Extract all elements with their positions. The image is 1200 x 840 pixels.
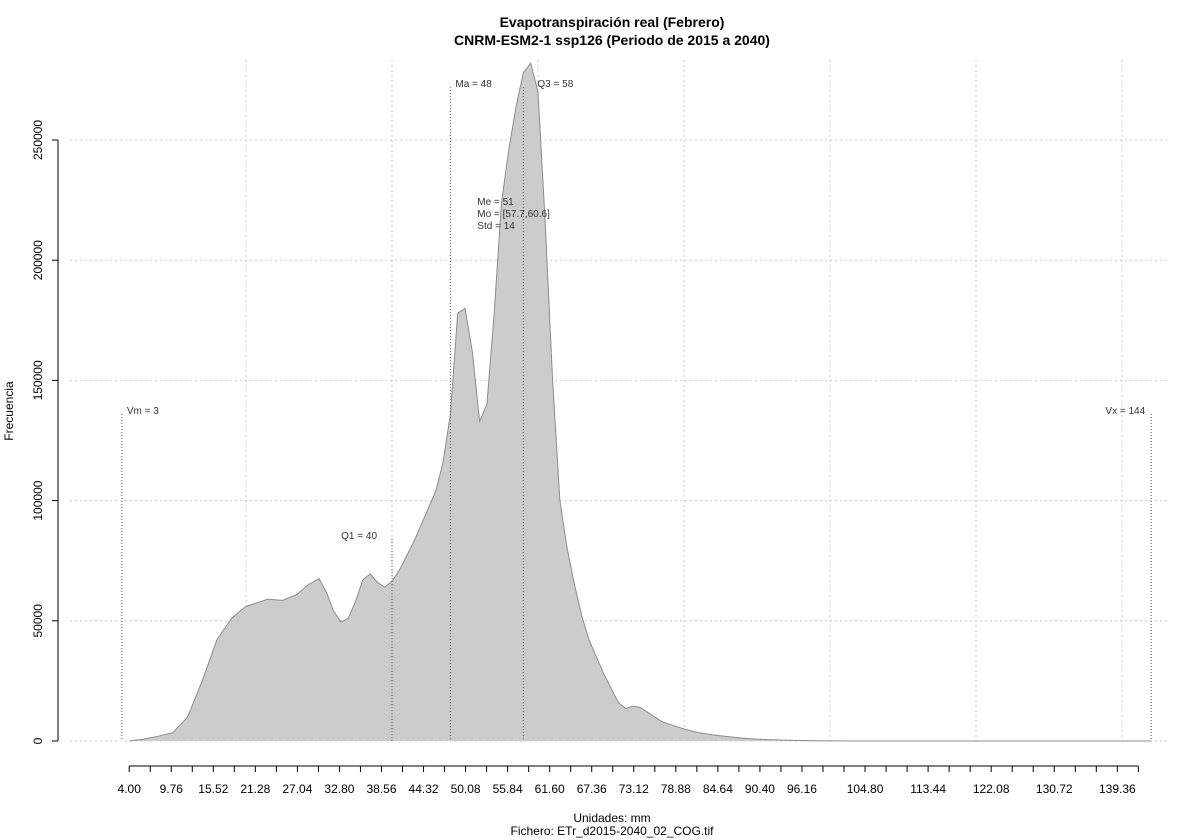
x-tick-label-11: 67.36: [577, 782, 607, 796]
annotation-std: Std = 14: [477, 221, 515, 232]
x-tick-label-7: 44.32: [409, 782, 439, 796]
y-ticks: 0 50000 100000 150000 200000 250000: [31, 120, 58, 744]
x-tick-label-2: 15.52: [198, 782, 228, 796]
x-tick-label-10: 61.60: [535, 782, 565, 796]
y-tick-label-3: 150000: [31, 360, 45, 400]
x-tick-label-21: 139.36: [1099, 782, 1136, 796]
chart-subtitle: CNRM-ESM2-1 ssp126 (Periodo de 2015 a 20…: [454, 32, 770, 48]
x-tick-label-9: 55.84: [493, 782, 523, 796]
annotation-ma: Ma = 48: [455, 79, 492, 90]
x-tick-label-4: 27.04: [282, 782, 312, 796]
x-tick-label-12: 73.12: [619, 782, 649, 796]
x-ticks: 4.00 9.76 15.52 21.28 27.04 32.80 38.56 44.32 50…: [118, 766, 1139, 796]
x-tick-label-3: 21.28: [240, 782, 270, 796]
y-tick-label-4: 200000: [31, 240, 45, 280]
annotation-median: Me = 51: [477, 197, 514, 208]
x-tick-label-6: 38.56: [366, 782, 396, 796]
x-tick-label-13: 78.88: [661, 782, 691, 796]
area-layer: [129, 61, 1152, 742]
annotation-vx: Vx = 144: [1105, 406, 1145, 417]
annotation-q3: Q3 = 58: [537, 79, 573, 90]
y-tick-label-5: 250000: [31, 120, 45, 160]
density-outline: [129, 61, 1152, 742]
chart-footer: Fichero: ETr_d2015-2040_02_COG.tif: [511, 824, 715, 838]
annotations: Vm = 3 Vx = 144 Q1 = 40 Ma = 48 Q3 = 58 …: [127, 79, 1146, 542]
x-tick-label-0: 4.00: [118, 782, 142, 796]
x-tick-label-15: 90.40: [745, 782, 775, 796]
x-tick-label-19: 122.08: [973, 782, 1010, 796]
x-tick-label-18: 113.44: [910, 782, 946, 796]
reference-lines: [121, 87, 1152, 741]
y-axis-label: Frecuencia: [2, 381, 16, 441]
annotation-mode: Mo = [57.7,60.6]: [477, 209, 550, 220]
x-tick-label-1: 9.76: [160, 782, 184, 796]
x-tick-label-8: 50.08: [451, 782, 481, 796]
x-tick-label-20: 130.72: [1036, 782, 1073, 796]
y-tick-label-1: 50000: [31, 604, 45, 638]
x-tick-label-5: 32.80: [324, 782, 354, 796]
annotation-vm: Vm = 3: [127, 406, 159, 417]
y-tick-label-0: 0: [31, 737, 45, 744]
x-tick-label-16: 96.16: [787, 782, 817, 796]
chart-title: Evapotranspiración real (Febrero): [500, 14, 725, 30]
annotation-q1: Q1 = 40: [341, 531, 377, 542]
y-tick-label-2: 100000: [31, 480, 45, 520]
x-axis-label: Unidades: mm: [573, 811, 650, 825]
x-tick-label-14: 84.64: [703, 782, 733, 796]
density-area: [129, 63, 1152, 741]
x-tick-label-17: 104.80: [847, 782, 884, 796]
